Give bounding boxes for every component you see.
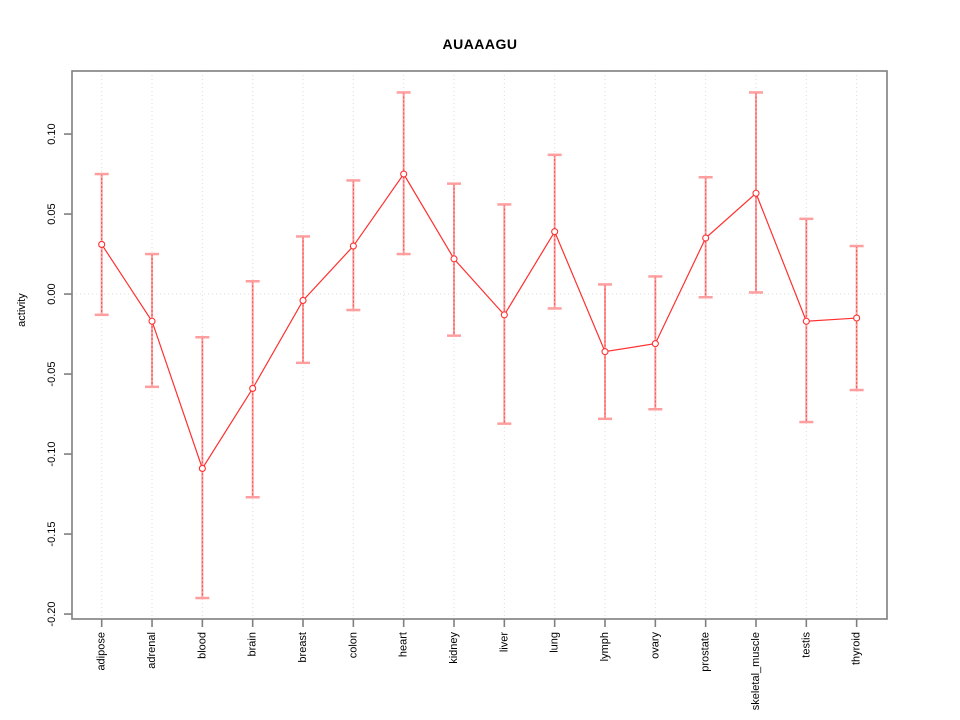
data-point <box>551 228 559 236</box>
x-category-label: prostate <box>700 632 712 672</box>
data-point <box>853 314 861 322</box>
data-point <box>651 340 659 348</box>
data-point <box>601 348 609 356</box>
x-category-label: lung <box>549 632 561 653</box>
x-category-label: liver <box>498 632 510 653</box>
y-tick-label: 0.00 <box>46 283 58 304</box>
x-category-label: thyroid <box>851 632 863 665</box>
x-category-label: adrenal <box>146 632 158 669</box>
x-category-label: heart <box>398 632 410 657</box>
x-category-label: adipose <box>96 632 108 671</box>
data-point <box>752 189 760 197</box>
y-tick-label: -0.15 <box>46 522 58 547</box>
x-category-label: ovary <box>649 632 661 659</box>
chart-title: AUAAAGU <box>442 36 518 52</box>
data-point <box>148 317 156 325</box>
y-tick-label: -0.10 <box>46 442 58 467</box>
data-point <box>702 234 710 242</box>
data-point <box>299 296 307 304</box>
data-point <box>98 240 106 248</box>
data-point <box>802 317 810 325</box>
y-tick-label: 0.10 <box>46 123 58 144</box>
data-point <box>249 384 257 392</box>
plot-box <box>71 70 888 620</box>
y-tick-label: -0.20 <box>46 602 58 627</box>
y-tick-label: -0.05 <box>46 362 58 387</box>
data-point <box>500 311 508 319</box>
x-category-label: breast <box>297 632 309 663</box>
data-point <box>198 464 206 472</box>
x-category-label: blood <box>196 632 208 659</box>
x-category-label: kidney <box>448 632 460 664</box>
y-tick-label: 0.05 <box>46 203 58 224</box>
x-category-label: testis <box>800 632 812 658</box>
series-line <box>101 172 857 470</box>
data-point <box>349 242 357 250</box>
data-point <box>400 170 408 178</box>
x-category-label: lymph <box>599 632 611 661</box>
x-category-label: colon <box>347 632 359 658</box>
data-point <box>450 255 458 263</box>
x-category-label: skeletal_muscle <box>750 632 762 710</box>
x-category-label: brain <box>247 632 259 656</box>
